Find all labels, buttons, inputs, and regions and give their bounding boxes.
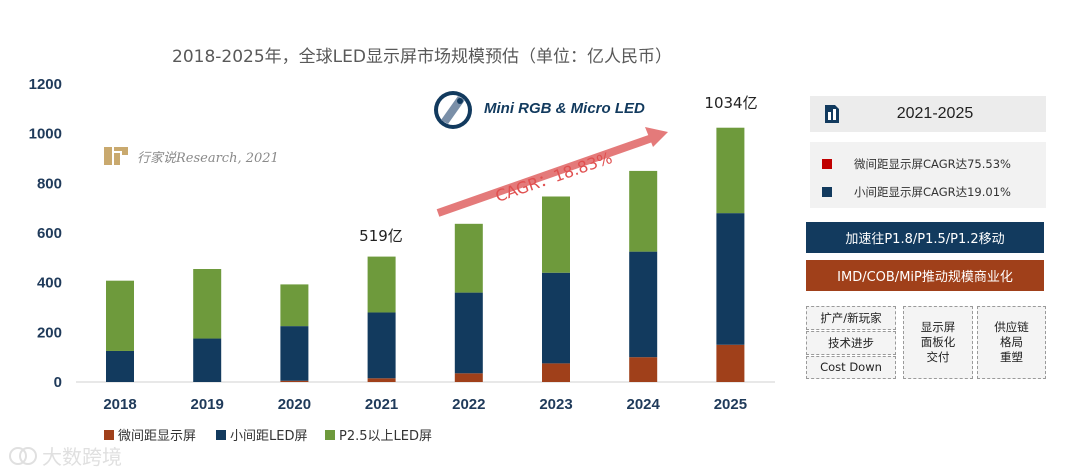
watermark: 大数跨境 [8,441,122,470]
bar-2021-series-0 [367,378,396,382]
cagr-box: 微间距显示屏CAGR达75.53% 小间距显示屏CAGR达19.01% [810,142,1046,208]
x-tick-label: 2020 [278,396,311,413]
watermark-logo-icon [9,446,37,465]
cagr-swatch-micro [822,159,832,169]
total-label-2021: 519亿 [359,227,403,245]
legend-swatch-micro [104,430,114,440]
bar-2019-series-2 [193,269,222,339]
x-tick-label: 2021 [365,396,398,413]
x-tick-label: 2022 [452,396,485,413]
source-text: 行家说Research, 2021 [137,150,279,166]
box-cost-down: Cost Down [806,356,896,379]
x-tick-label: 2019 [191,396,224,413]
bar-2023-series-1 [542,272,570,364]
cagr-swatch-small [822,187,832,197]
bar-2025-series-1 [716,213,745,345]
bar-2025-series-0 [716,344,745,382]
bar-2018-series-1 [106,350,134,382]
total-label-2025: 1034亿 [704,94,757,112]
bar-2023-series-2 [542,196,570,273]
mini-led-logo-icon [434,91,472,129]
bar-2022-series-1 [454,292,483,374]
bar-2020-series-0 [280,380,309,382]
bar-2025-series-2 [716,127,745,214]
legend-label-small: 小间距LED屏 [230,429,307,444]
y-tick-label: 0 [54,374,62,391]
chart-title: 2018-2025年，全球LED显示屏市场规模预估（单位：亿人民币） [172,47,672,67]
bar-2022-series-2 [454,223,483,293]
legend-label-p25: P2.5以上LED屏 [339,429,432,444]
trend-banner-pitch: 加速往P1.8/P1.5/P1.2移动 [806,222,1044,253]
bar-2024-series-2 [629,170,658,252]
cagr-arrow [436,127,668,217]
y-tick-label: 800 [37,175,62,192]
x-tick-label: 2023 [539,396,572,413]
x-tick-label: 2018 [103,396,136,413]
bar-2024-series-0 [629,357,658,382]
cagr-item-micro: 微间距显示屏CAGR达75.53% [822,156,1011,172]
box-expansion: 扩产/新玩家 [806,306,896,330]
period-text: 2021-2025 [896,105,974,122]
y-tick-label: 400 [37,275,62,292]
document-icon [825,105,839,123]
bar-2023-series-0 [542,363,570,382]
box-supply-chain: 供应链 格局 重塑 [977,306,1046,379]
trend-banner-commercial: IMD/COB/MiP推动规模商业化 [806,260,1044,291]
bar-2022-series-0 [454,373,483,382]
bar-2021-series-1 [367,312,396,379]
brand-text: Mini RGB & Micro LED [484,100,645,117]
cagr-text-small: 小间距显示屏CAGR达19.01% [854,185,1011,199]
legend-swatch-small [216,430,226,440]
box-tech: 技术进步 [806,331,896,355]
bar-2018-series-2 [106,280,134,351]
bar-2019-series-1 [193,338,222,382]
x-tick-label: 2024 [627,396,661,413]
y-tick-label: 200 [37,324,62,341]
bar-2020-series-1 [280,326,309,381]
y-tick-label: 1000 [29,126,62,143]
period-header: 2021-2025 [810,96,1046,132]
cagr-text-micro: 微间距显示屏CAGR达75.53% [854,157,1011,171]
source-logo-icon [104,147,128,165]
legend-label-micro: 微间距显示屏 [118,429,196,444]
x-tick-label: 2025 [714,396,747,413]
bar-2020-series-2 [280,284,309,327]
box-panelization: 显示屏 面板化 交付 [903,306,973,379]
bar-2021-series-2 [367,256,396,313]
watermark-text: 大数跨境 [42,445,122,469]
legend: 微间距显示屏 小间距LED屏 P2.5以上LED屏 [104,429,432,444]
stacked-bar-chart: 2018-2025年，全球LED显示屏市场规模预估（单位：亿人民币） 0 200 4… [29,47,775,444]
cagr-item-small: 小间距显示屏CAGR达19.01% [822,184,1011,200]
legend-swatch-p25 [325,430,335,440]
y-tick-label: 600 [37,225,62,242]
y-tick-label: 1200 [29,76,62,93]
bar-2024-series-1 [629,251,658,358]
